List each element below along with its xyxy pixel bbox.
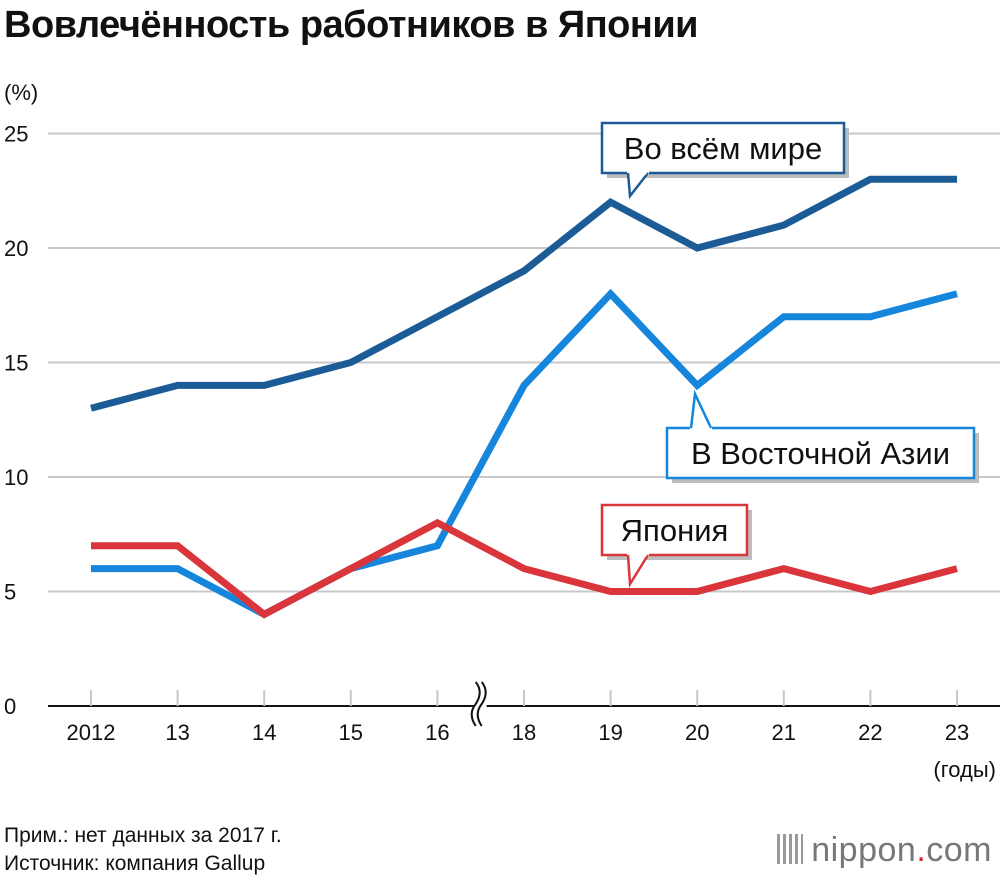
series-callout: Во всём мире <box>600 121 849 200</box>
x-tick-label: 18 <box>512 720 536 745</box>
x-tick-label: 20 <box>685 720 709 745</box>
y-tick-label: 5 <box>4 580 16 605</box>
x-tick-label: 15 <box>339 720 363 745</box>
chart-title: Вовлечённость работников в Японии <box>4 4 699 46</box>
series-label: Япония <box>621 513 729 548</box>
series-line <box>91 518 958 619</box>
axis-break-mark <box>476 681 487 727</box>
x-tick-label: 14 <box>252 720 276 745</box>
y-tick-label: 25 <box>4 122 28 147</box>
series-callout: Япония <box>600 503 752 588</box>
x-tick-label: 22 <box>858 720 882 745</box>
x-tick-label: 13 <box>165 720 189 745</box>
x-tick-label: 23 <box>945 720 969 745</box>
callout-box <box>665 426 976 480</box>
x-tick-label: 2012 <box>67 720 116 745</box>
footnote: Прим.: нет данных за 2017 г. <box>4 824 282 847</box>
x-tick-label: 16 <box>425 720 449 745</box>
callout-box <box>600 503 749 557</box>
callout-tail <box>689 389 713 429</box>
nippon-mark-icon <box>777 834 804 864</box>
callout-tail <box>626 554 650 588</box>
y-tick-label: 15 <box>4 351 28 376</box>
callout-tail <box>626 172 649 200</box>
source-note: Источник: компания Gallup <box>4 852 266 875</box>
series-label: Во всём мире <box>624 131 822 166</box>
nippon-logo: nippon.com <box>777 831 992 870</box>
series-line <box>90 175 957 412</box>
series-label: В Восточной Азии <box>691 436 950 471</box>
x-tick-label: 21 <box>772 720 796 745</box>
series-callout: В Восточной Азии <box>665 389 979 483</box>
y-tick-label: 0 <box>4 694 16 719</box>
axis-break-mark <box>470 681 481 727</box>
x-axis-unit: (годы) <box>933 757 996 782</box>
x-tick-label: 19 <box>598 720 622 745</box>
y-tick-label: 10 <box>4 465 28 490</box>
series-line <box>91 288 958 619</box>
callout-box <box>600 121 846 175</box>
y-axis-unit: (%) <box>4 80 38 105</box>
y-tick-label: 20 <box>4 236 28 261</box>
